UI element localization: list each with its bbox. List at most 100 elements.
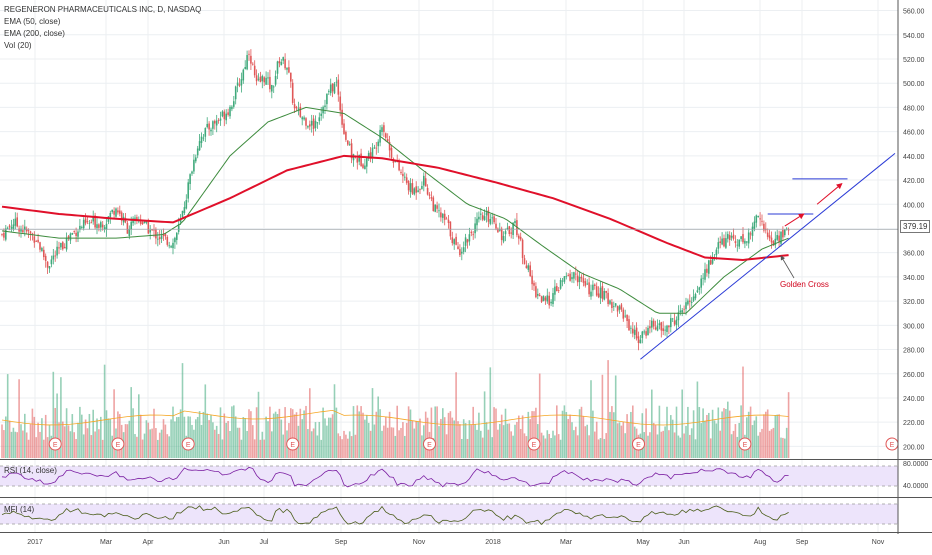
- volume-bar: [358, 411, 360, 458]
- candle-body: [52, 255, 55, 260]
- y-tick-label: 480.00: [903, 105, 925, 112]
- volume-bar: [713, 420, 716, 458]
- volume-bar: [761, 428, 763, 458]
- volume-bar: [204, 384, 207, 458]
- volume-bar: [671, 419, 674, 458]
- volume-bar: [90, 435, 93, 458]
- candle-body: [531, 275, 533, 285]
- candle-body: [261, 75, 264, 82]
- legend-ema50[interactable]: EMA (50, close): [4, 17, 61, 26]
- candle-body: [310, 120, 313, 126]
- rsi-label[interactable]: RSI (14, close): [4, 466, 57, 475]
- volume-bar: [578, 409, 581, 458]
- mfi-label[interactable]: MFI (14): [4, 505, 35, 514]
- ema200-line: [1, 154, 789, 261]
- volume-bar: [763, 414, 765, 458]
- volume-bar: [284, 407, 286, 458]
- candle-body: [404, 176, 406, 178]
- candle-body: [489, 219, 492, 224]
- candle-body: [193, 159, 195, 172]
- candle-body: [740, 236, 742, 240]
- volume-bar: [107, 418, 110, 458]
- volume-bar: [702, 408, 704, 458]
- volume-bar: [470, 425, 473, 458]
- volume-bar: [310, 431, 313, 458]
- volume-bar: [242, 417, 245, 458]
- volume-bar: [614, 375, 617, 458]
- candle-body: [111, 209, 113, 212]
- candle-body: [381, 127, 383, 133]
- volume-bar: [381, 430, 383, 458]
- volume-bar: [747, 411, 750, 458]
- volume-bar: [698, 407, 701, 458]
- volume-bar: [544, 438, 547, 458]
- y-tick-label: 260.00: [903, 372, 925, 379]
- volume-bar: [407, 406, 410, 458]
- volume-bar: [525, 436, 528, 458]
- candle-body: [356, 158, 359, 163]
- mfi-band: [0, 504, 898, 524]
- volume-bar: [3, 430, 5, 458]
- volume-bar: [421, 435, 423, 458]
- candle-body: [759, 218, 761, 220]
- volume-bar: [12, 427, 15, 458]
- volume-bar: [54, 407, 56, 458]
- candle-body: [413, 188, 416, 195]
- volume-bar: [24, 413, 26, 458]
- volume-bar: [345, 434, 347, 458]
- volume-bar: [299, 408, 302, 458]
- volume-bar: [554, 435, 556, 458]
- volume-bar: [303, 410, 305, 458]
- candle-body: [225, 113, 227, 121]
- candle-body: [60, 243, 62, 248]
- candle-body: [58, 247, 60, 249]
- candle-body: [649, 326, 651, 329]
- volume-bar: [504, 408, 507, 458]
- legend-ema200[interactable]: EMA (200, close): [4, 29, 65, 38]
- candle-body: [538, 294, 541, 297]
- volume-bar: [419, 418, 421, 458]
- candle-body: [721, 238, 723, 245]
- volume-bar: [322, 407, 324, 458]
- candle-body: [780, 231, 782, 244]
- volume-bar: [6, 374, 9, 458]
- volume-bar: [776, 414, 778, 458]
- candle-body: [440, 212, 442, 218]
- volume-bar: [390, 427, 393, 458]
- candle-body: [246, 55, 248, 70]
- volume-bar: [734, 424, 737, 458]
- candle-body: [459, 249, 461, 256]
- candle-body: [398, 161, 400, 171]
- candle-body: [263, 77, 265, 83]
- candle-body: [784, 229, 786, 236]
- y-tick-label: 460.00: [903, 130, 925, 137]
- volume-bar: [624, 433, 626, 458]
- candle-body: [343, 123, 345, 134]
- candle-body: [63, 246, 66, 249]
- candle-body: [369, 152, 372, 160]
- earnings-marker-icon: [527, 437, 541, 451]
- candle-body: [706, 268, 708, 273]
- volume-bar: [119, 414, 121, 458]
- candles: [1, 49, 790, 351]
- candle-body: [664, 329, 666, 331]
- volume-bar: [280, 419, 283, 458]
- candle-body: [206, 123, 208, 128]
- volume-bar: [282, 434, 284, 458]
- candle-body: [318, 117, 321, 122]
- candle-body: [337, 79, 340, 95]
- volume-bar: [100, 416, 102, 458]
- volume-bar: [438, 426, 440, 458]
- candle-body: [630, 327, 632, 329]
- candle-body: [499, 229, 501, 231]
- volume-bar: [533, 411, 535, 458]
- candle-body: [519, 236, 522, 240]
- volume-bar: [453, 420, 455, 458]
- volume-bar: [592, 410, 594, 458]
- candle-body: [502, 235, 505, 242]
- volume-bar: [293, 414, 296, 458]
- volume-bar: [27, 439, 30, 458]
- legend-volume[interactable]: Vol (20): [4, 41, 32, 50]
